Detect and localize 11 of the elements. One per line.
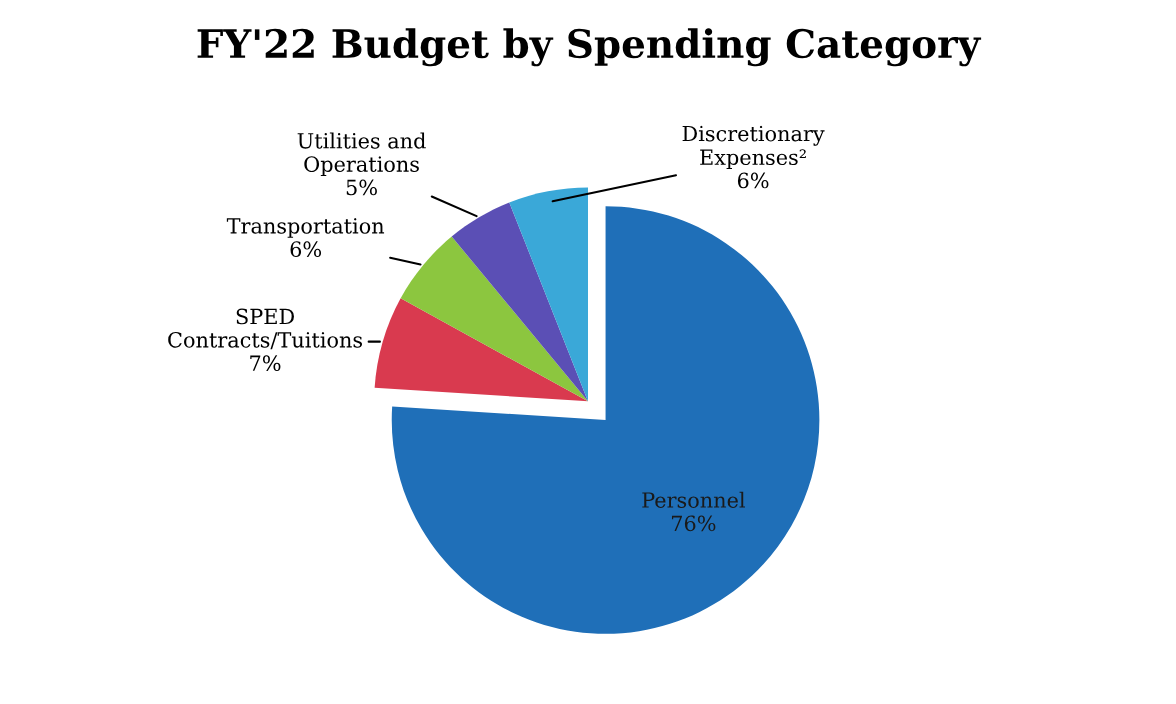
slice-label: Discretionary Expenses² xyxy=(682,125,825,170)
slice-label: Personnel xyxy=(642,491,745,508)
slice-label: Utilities and Operations xyxy=(297,132,426,176)
chart-title: FY'22 Budget by Spending Category xyxy=(197,28,982,67)
data-label: 76% xyxy=(671,515,716,532)
data-label: 6% xyxy=(737,172,769,189)
data-label: 7% xyxy=(250,355,281,371)
data-label: 6% xyxy=(290,241,322,258)
slice-label: SPED Contracts/Tuitions xyxy=(168,308,363,350)
slice-label: Transportation xyxy=(226,218,385,238)
data-label: 5% xyxy=(346,179,377,196)
